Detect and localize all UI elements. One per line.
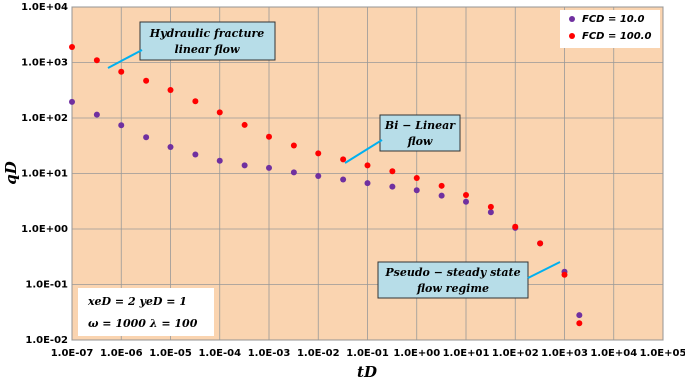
point <box>576 312 583 319</box>
point <box>241 162 248 169</box>
legend-label: FCD = 10.0 <box>582 14 645 25</box>
point <box>93 57 100 64</box>
point <box>463 191 469 198</box>
point <box>69 44 75 51</box>
point <box>463 198 469 205</box>
point <box>315 173 322 180</box>
legend: FCD = 10.0 FCD = 100.0 <box>569 14 651 42</box>
point <box>216 157 223 164</box>
annotation-box <box>379 114 461 152</box>
point <box>561 271 568 278</box>
point <box>315 150 322 157</box>
point <box>118 122 125 129</box>
y-tick-label: 1.0E+00 <box>21 224 68 235</box>
point <box>438 182 445 189</box>
point <box>192 151 199 158</box>
point <box>389 183 396 190</box>
point <box>241 121 248 128</box>
point <box>143 134 150 141</box>
x-tick-label: 1.0E-05 <box>149 348 192 359</box>
parameter-box <box>78 288 214 336</box>
grid <box>71 6 664 341</box>
annotation-box <box>139 21 276 61</box>
parameter: xeD = 2 yeD = 1 <box>87 295 187 308</box>
x-tick-label: 1.0E-07 <box>51 348 94 359</box>
point <box>266 164 272 171</box>
x-tick-label: 1.0E-02 <box>297 348 340 359</box>
legend-label: FCD = 100.0 <box>582 31 651 42</box>
point <box>487 203 494 210</box>
y-tick-label: 1.0E+04 <box>21 2 68 13</box>
point <box>192 98 199 105</box>
parameter: ω = 1000 λ = 100 <box>88 317 198 330</box>
annotation-box <box>377 261 529 299</box>
x-tick-label: 1.0E+02 <box>492 348 539 359</box>
x-tick-label: 1.0E-06 <box>100 348 143 359</box>
arrow <box>344 139 383 164</box>
legend-marker <box>569 16 575 22</box>
annotation: Bi − Linear <box>384 119 456 132</box>
y-tick-label: 1.0E-02 <box>25 335 68 346</box>
point <box>167 86 174 93</box>
arrow <box>107 49 143 69</box>
x-tick-label: 1.0E+01 <box>443 348 490 359</box>
annotation: flow regime <box>416 282 489 295</box>
point <box>290 142 297 149</box>
point <box>438 192 445 199</box>
x-tick-label: 1.0E+00 <box>393 348 440 359</box>
point <box>389 168 396 175</box>
point <box>576 320 583 327</box>
point <box>69 98 75 105</box>
point <box>364 162 371 169</box>
point <box>487 209 494 216</box>
x-tick-label: 1.0E+03 <box>541 348 588 359</box>
point <box>340 176 347 183</box>
point <box>93 111 100 118</box>
x-axis-label: tD <box>357 363 377 381</box>
point <box>290 169 297 176</box>
annotation: Pseudo − steady state <box>384 266 520 279</box>
point <box>364 180 371 187</box>
point <box>266 133 272 140</box>
point <box>413 174 420 181</box>
point <box>167 144 174 151</box>
x-tick-label: 1.0E+05 <box>640 348 685 359</box>
legend-marker <box>569 33 575 39</box>
x-tick-label: 1.0E+04 <box>590 348 637 359</box>
legend-box <box>560 10 660 48</box>
annotation: Hydraulic fracture <box>149 27 265 40</box>
x-tick-label: 1.0E-01 <box>346 348 389 359</box>
point <box>216 109 223 116</box>
annotation: linear flow <box>175 43 240 56</box>
y-tick-label: 1.0E+02 <box>21 113 68 124</box>
x-tick-label: 1.0E-04 <box>198 348 241 359</box>
y-tick-label: 1.0E-01 <box>25 280 68 291</box>
point <box>537 240 544 247</box>
y-tick-label: 1.0E+01 <box>21 169 68 180</box>
y-tick-label: 1.0E+03 <box>21 58 68 69</box>
annotation: flow <box>407 135 433 148</box>
point <box>118 68 125 75</box>
y-axis-label: qD <box>2 161 20 185</box>
marks <box>69 44 583 327</box>
point <box>143 77 150 84</box>
point <box>512 223 519 230</box>
point <box>340 156 347 163</box>
arrow <box>527 261 561 279</box>
point <box>413 187 420 194</box>
x-tick-label: 1.0E-03 <box>248 348 291 359</box>
